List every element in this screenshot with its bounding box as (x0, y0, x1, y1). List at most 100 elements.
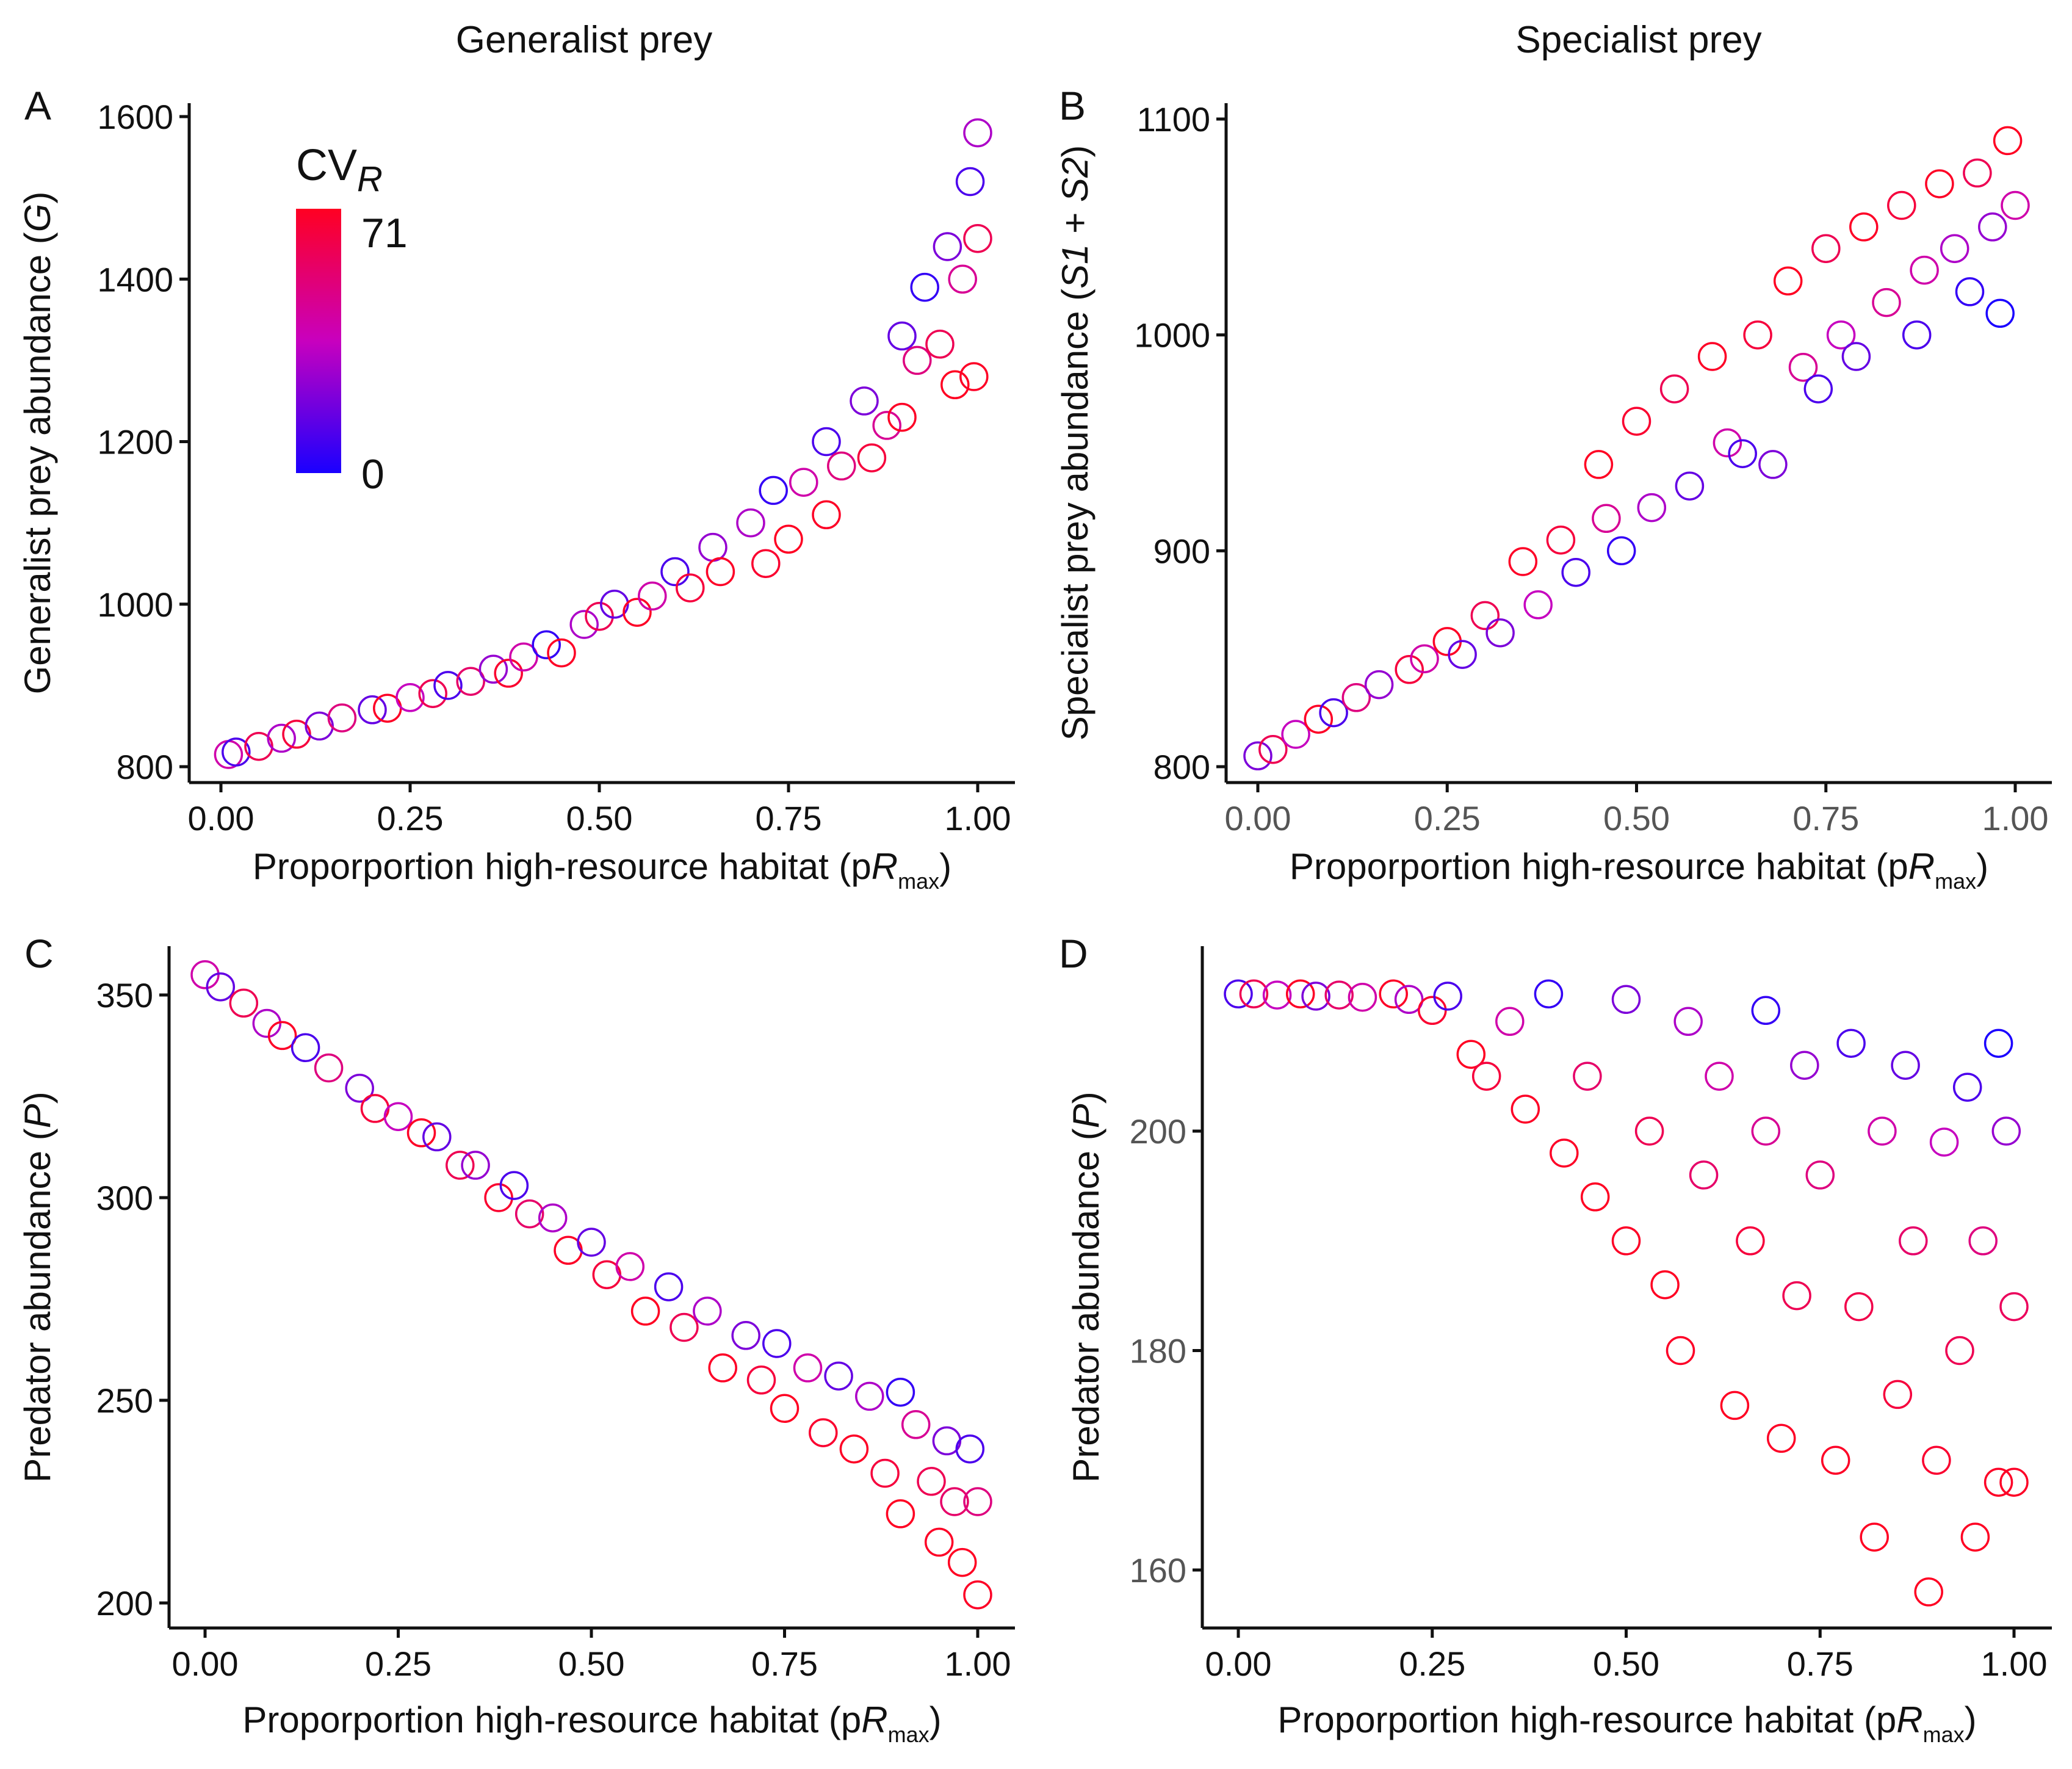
data-point (1758, 450, 1788, 479)
data-point (1999, 1292, 2029, 1322)
y-axis-title-suffix: ) (1055, 145, 1096, 157)
data-point (1821, 1445, 1850, 1475)
data-point (857, 443, 887, 472)
x-tick-label: 1.00 (1982, 799, 2049, 837)
x-axis-title-text: Proporportion high-resource habitat (p (253, 846, 872, 887)
y-axis-title-var2: S2 (1055, 157, 1096, 202)
data-point (1929, 1127, 1959, 1157)
y-axis-title-var: S1 (1055, 244, 1096, 288)
data-point (1844, 1292, 1874, 1322)
data-point (1751, 996, 1781, 1026)
data-point (947, 1547, 977, 1577)
y-axis-title-suffix: ) (17, 1091, 58, 1104)
data-point (1550, 1138, 1579, 1168)
data-point (478, 654, 508, 684)
data-point (789, 468, 818, 497)
data-point (1650, 1270, 1680, 1300)
x-tick-label: 1.00 (945, 799, 1011, 837)
data-point (1993, 126, 2023, 156)
data-point (1910, 255, 1939, 285)
y-axis-title: Predator abundance (P) (1066, 1091, 1106, 1482)
data-point (1511, 1094, 1540, 1124)
data-point (855, 1381, 884, 1411)
data-point (532, 630, 561, 660)
y-tick-label: 180 (1130, 1332, 1186, 1370)
data-point (1448, 640, 1477, 669)
data-point (1805, 1160, 1835, 1190)
x-axis-title-text: Proporportion high-resource habitat (p (1290, 846, 1908, 887)
data-point (1697, 342, 1727, 371)
data-point (569, 610, 599, 639)
y-tick-label: 1200 (97, 423, 173, 461)
data-point (1836, 1029, 1866, 1058)
data-point (509, 642, 538, 672)
x-axis-title-var: R (872, 846, 898, 887)
data-point (1285, 979, 1315, 1009)
data-point (1675, 471, 1705, 501)
data-point (1899, 1226, 1928, 1256)
data-point (1611, 985, 1641, 1015)
data-point (1705, 1062, 1734, 1091)
data-point (698, 532, 727, 562)
data-point (1418, 996, 1447, 1026)
x-axis-title-var: R (1896, 1699, 1922, 1740)
data-point (1584, 450, 1614, 479)
x-tick-label: 0.00 (172, 1644, 239, 1683)
data-point (1914, 1577, 1943, 1607)
x-axis-title-suffix: ) (1965, 1699, 1977, 1740)
data-point (886, 1499, 915, 1528)
column-title-generalist: Generalist prey (456, 19, 712, 61)
y-axis-title-var: P (17, 1104, 58, 1128)
data-point (762, 1329, 792, 1358)
data-point (1713, 428, 1742, 458)
x-tick-label: 0.25 (1399, 1644, 1465, 1683)
data-point (708, 1353, 737, 1383)
data-point (1224, 979, 1253, 1009)
x-axis-title-sub: max (1923, 1722, 1965, 1747)
data-point (910, 272, 939, 302)
data-point (1410, 644, 1439, 673)
data-point (824, 1361, 853, 1391)
data-point (940, 370, 970, 400)
data-point (1379, 979, 1408, 1009)
data-point (770, 1394, 800, 1424)
data-point (1984, 1029, 2013, 1058)
y-tick-label: 1000 (97, 585, 173, 624)
y-axis-title: Specialist prey abundance (S1 + S2) (1055, 145, 1096, 741)
data-point (1887, 190, 1916, 220)
data-point (406, 1118, 436, 1148)
data-point (1860, 1522, 1889, 1552)
y-axis-title-var: P (1066, 1104, 1106, 1128)
data-point (1925, 169, 1954, 198)
data-point (774, 524, 803, 554)
x-axis-title-suffix: ) (930, 1699, 942, 1740)
data-point (1580, 1182, 1610, 1212)
x-axis-title: Proporportion high-resource habitat (pRm… (242, 1699, 941, 1747)
data-point (252, 1008, 282, 1038)
data-point (1883, 1380, 1913, 1409)
data-point (1940, 234, 1969, 263)
data-point (1622, 407, 1651, 436)
column-title-specialist: Specialist prey (1515, 19, 1761, 61)
x-tick-label: 0.00 (188, 799, 254, 837)
data-points (1224, 979, 2029, 1607)
data-point (623, 598, 652, 627)
data-point (1728, 439, 1757, 468)
data-point (395, 683, 425, 712)
x-tick-label: 0.50 (1603, 799, 1670, 837)
data-point (1826, 320, 1856, 350)
panel-c: C 0.00 0.25 0.50 0.75 1.00 200 250 300 350 Proporp… (17, 931, 1015, 1747)
data-point (809, 1418, 838, 1447)
data-point (267, 723, 296, 753)
data-point (538, 1203, 568, 1232)
x-tick-label: 1.00 (945, 1644, 1011, 1683)
y-axis-title-mid: + (1055, 202, 1096, 244)
y-tick-label: 300 (96, 1179, 153, 1217)
data-point (615, 1252, 645, 1281)
x-tick-label: 0.50 (566, 799, 633, 837)
data-point (1782, 1281, 1811, 1311)
y-tick-label: 250 (96, 1381, 153, 1420)
data-point (963, 1487, 992, 1516)
data-point (1841, 342, 1871, 371)
data-point (1546, 525, 1576, 555)
